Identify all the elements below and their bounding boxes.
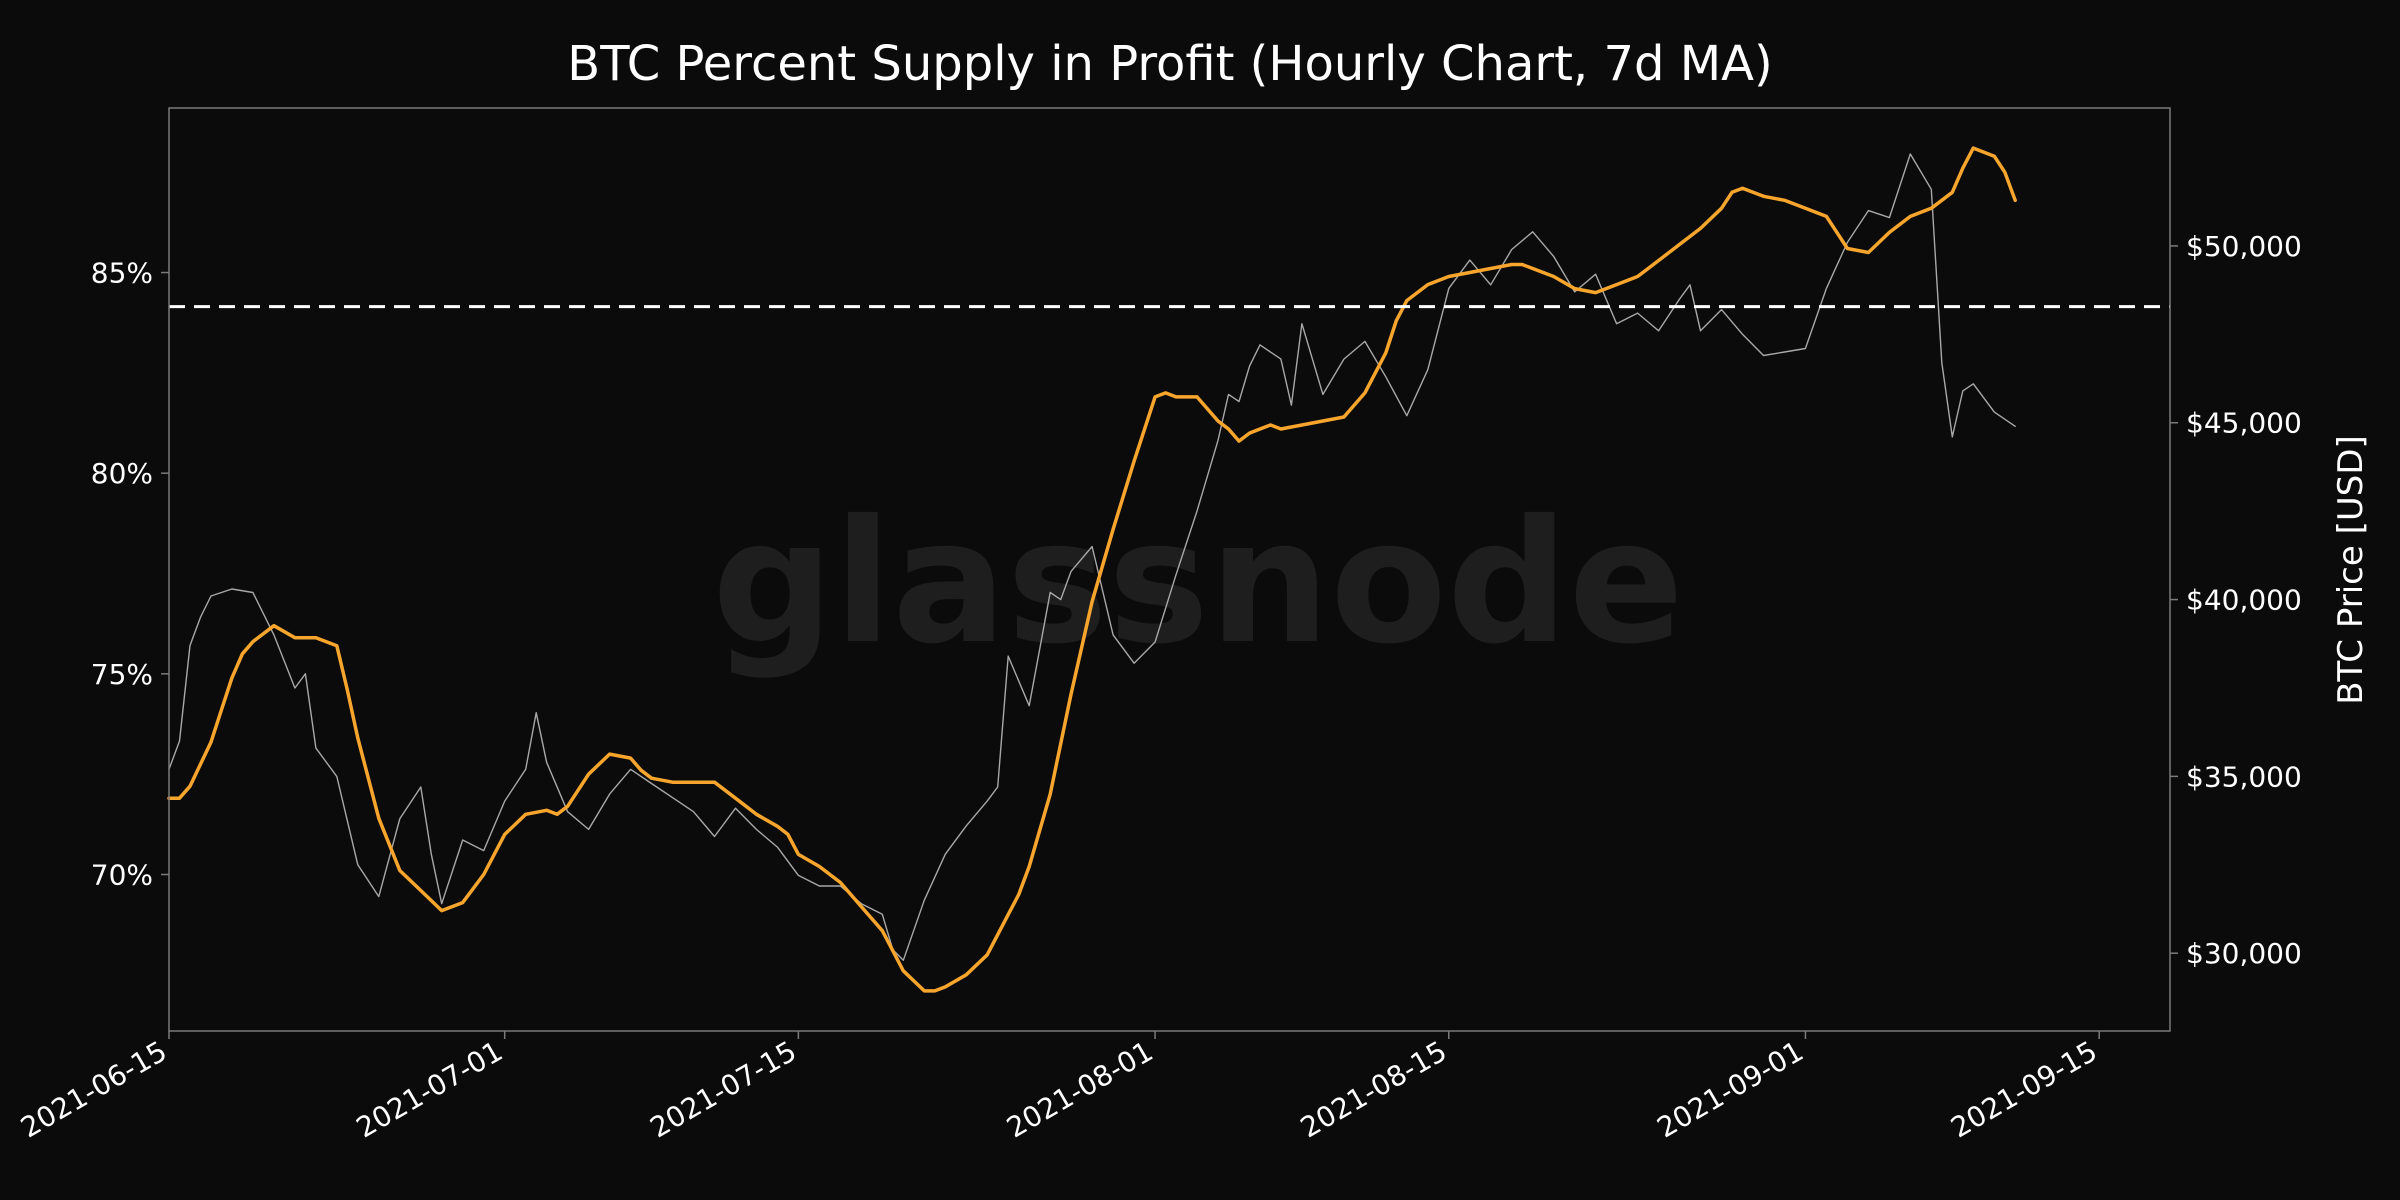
price-line [168, 153, 2016, 961]
right-tick-label: $30,000 [2186, 937, 2302, 970]
right-tick-label: $35,000 [2186, 760, 2302, 793]
ma-series [167, 146, 2017, 993]
right-tick-label: $45,000 [2186, 407, 2302, 440]
right-axis-label: BTC Price [USD] [2331, 435, 2371, 705]
left-tick-label: 85% [91, 257, 153, 290]
right-tick-label: $40,000 [2186, 584, 2302, 617]
watermark: glassnode [712, 484, 1684, 682]
ma-line [167, 146, 2017, 993]
price-series [168, 153, 2016, 961]
left-tick-label: 80% [91, 457, 153, 490]
right-tick-label: $50,000 [2186, 230, 2302, 263]
chart-title: BTC Percent Supply in Profit (Hourly Cha… [567, 36, 1772, 92]
left-axis: 70% 75% 80% 85% [91, 257, 169, 891]
right-axis: $30,000 $35,000 $40,000 $45,000 $50,000 [2170, 230, 2302, 970]
plot-frame [168, 107, 2171, 1032]
left-tick-label: 70% [91, 858, 153, 891]
left-tick-label: 75% [91, 658, 153, 691]
